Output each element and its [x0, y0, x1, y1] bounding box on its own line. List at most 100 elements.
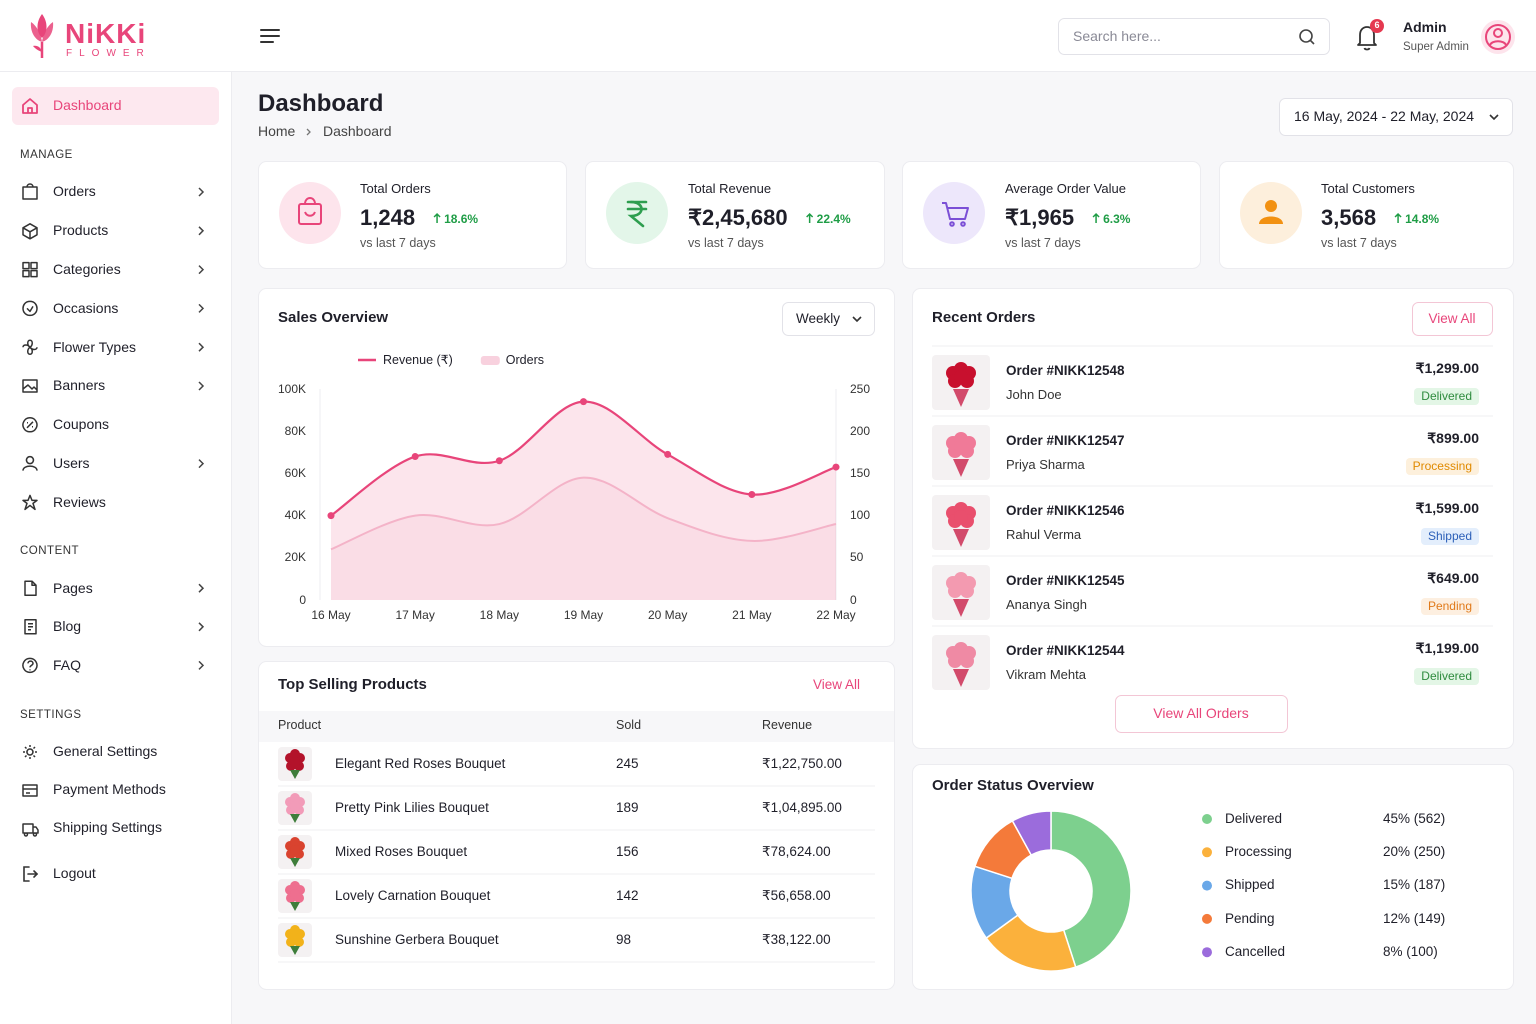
nav-item[interactable]: Coupons	[53, 416, 110, 433]
product-revenue: ₹78,624.00	[762, 843, 831, 859]
period-select[interactable]: Weekly	[796, 310, 841, 326]
y-tick-label: 100K	[277, 381, 306, 396]
chevron-icon	[852, 316, 862, 323]
trend-up-icon	[1092, 212, 1100, 223]
product-thumb	[290, 902, 300, 911]
order-thumb	[953, 529, 969, 547]
chevron-icon	[198, 381, 205, 391]
y2-tick-label: 150	[850, 465, 871, 480]
order-id: Order #NIKK12547	[1006, 432, 1125, 448]
order-status: Delivered	[1414, 667, 1479, 685]
card-title: Top Selling Products	[278, 675, 427, 693]
data-point	[580, 398, 587, 406]
legend-dot	[1202, 913, 1212, 924]
product-revenue: ₹38,122.00	[762, 931, 831, 947]
x-tick-label: 20 May	[647, 607, 688, 622]
chevron-icon	[198, 187, 205, 197]
order-status: Processing	[1405, 457, 1479, 475]
nav-item[interactable]: Shipping Settings	[53, 819, 162, 836]
order-amount: ₹649.00	[1427, 570, 1479, 587]
period-dropdown[interactable]	[782, 302, 875, 336]
nav-item[interactable]: Users	[53, 454, 90, 471]
legend-dot	[1202, 847, 1212, 858]
product-thumb	[290, 845, 300, 855]
nav-icon	[24, 619, 37, 635]
order-status: Delivered	[1414, 387, 1479, 405]
nav-item[interactable]: Payment Methods	[53, 781, 166, 798]
nav-item[interactable]: Banners	[53, 377, 106, 394]
nav-item[interactable]: Orders	[53, 183, 96, 200]
sales-card	[258, 288, 895, 647]
chart-title: Sales Overview	[278, 308, 389, 326]
chevron-icon	[198, 622, 205, 632]
nav-icon	[22, 657, 38, 674]
search-icon[interactable]	[1299, 29, 1315, 45]
view-all-link[interactable]: View All	[812, 676, 860, 692]
user-name: Admin	[1403, 19, 1447, 36]
series-area	[331, 401, 836, 600]
y-tick-label: 80K	[284, 423, 306, 438]
order-amount: ₹1,299.00	[1415, 360, 1479, 377]
product-name: Pretty Pink Lilies Bouquet	[335, 799, 489, 815]
x-tick-label: 19 May	[563, 607, 604, 622]
nav-item-active[interactable]: Dashboard	[53, 97, 122, 114]
data-point	[411, 453, 419, 461]
series-line	[330, 476, 837, 551]
nav-item[interactable]: FAQ	[53, 656, 82, 673]
order-thumb	[954, 650, 968, 664]
breadcrumb-item[interactable]: Home	[258, 123, 296, 140]
home-icon	[22, 98, 38, 114]
user-avatar[interactable]	[1481, 20, 1515, 54]
stat-note: vs last 7 days	[360, 236, 436, 251]
nav-section-title: MANAGE	[20, 148, 73, 161]
menu-toggle-icon[interactable]	[260, 29, 280, 43]
brand-tagline: FLOWER	[66, 47, 151, 59]
nav-item[interactable]: Blog	[53, 618, 82, 635]
product-thumb	[290, 858, 300, 867]
data-point	[664, 450, 672, 458]
card-title: Recent Orders	[932, 308, 1036, 326]
nav-item[interactable]: Products	[53, 222, 109, 239]
search-placeholder[interactable]: Search here...	[1073, 28, 1161, 45]
view-all-orders-label[interactable]: View All Orders	[1153, 705, 1249, 722]
view-all-button[interactable]	[1412, 302, 1493, 336]
nav-item[interactable]: Reviews	[53, 493, 106, 510]
data-point	[832, 463, 840, 471]
nav-item[interactable]: Flower Types	[53, 338, 136, 355]
nav-item[interactable]: General Settings	[53, 743, 158, 760]
product-thumb	[290, 946, 300, 955]
nav-item[interactable]: Occasions	[53, 299, 119, 316]
product-name: Elegant Red Roses Bouquet	[335, 755, 506, 771]
product-sold: 98	[616, 931, 632, 947]
nav-icon	[22, 417, 38, 433]
cart-icon	[942, 202, 969, 227]
legend-value: 45% (562)	[1383, 810, 1446, 826]
breadcrumb-item: Dashboard	[323, 123, 392, 140]
chevron-icon	[198, 660, 205, 670]
nav-section-title: CONTENT	[20, 545, 80, 558]
logout[interactable]: Logout	[53, 865, 96, 882]
view-all-button-label[interactable]: View All	[1428, 310, 1476, 326]
data-point	[748, 491, 756, 498]
date-range[interactable]: 16 May, 2024 - 22 May, 2024	[1294, 108, 1475, 125]
view-all-orders-button[interactable]	[1115, 695, 1288, 733]
legend-dot	[1202, 880, 1212, 891]
nav-item[interactable]: Categories	[53, 260, 121, 277]
trend-up-icon	[806, 212, 814, 223]
x-tick-label: 22 May	[816, 607, 856, 622]
date-range-picker[interactable]	[1279, 98, 1513, 136]
notification-bell[interactable]	[1357, 26, 1377, 51]
product-thumb	[290, 801, 300, 811]
nav-icon	[24, 580, 37, 596]
logout-icon[interactable]	[23, 866, 39, 882]
products-card	[258, 661, 895, 990]
page-title: Dashboard	[258, 90, 384, 118]
data-point	[327, 512, 335, 520]
product-revenue: ₹56,658.00	[762, 887, 831, 903]
nav-item[interactable]: Pages	[53, 579, 93, 596]
search-box[interactable]	[1058, 18, 1330, 55]
breadcrumb-separator	[306, 128, 311, 136]
stat-value: ₹2,45,680	[688, 205, 788, 231]
